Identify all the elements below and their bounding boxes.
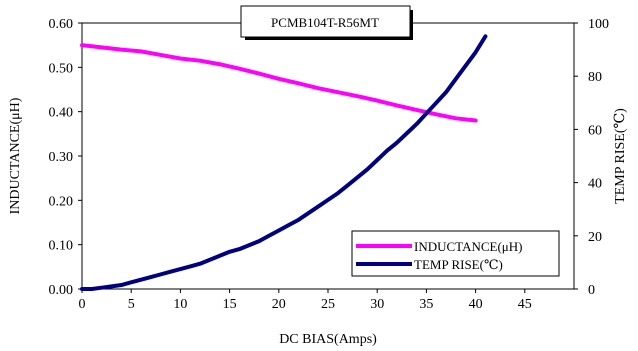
chart-title: PCMB104T-R56MT	[271, 15, 379, 30]
y2-axis-title: TEMP RISE(℃)	[613, 108, 628, 204]
y-tick-label: 0.60	[49, 17, 74, 32]
x-axis-title: DC BIAS(Amps)	[279, 332, 377, 347]
y-tick-label: 0.00	[49, 283, 74, 298]
y2-axis-ticks: 0 20 40 60 80 100	[574, 17, 609, 298]
x-tick-label: 45	[518, 297, 532, 312]
chart-title-shadow	[410, 10, 413, 40]
legend-box	[351, 230, 560, 277]
x-axis-ticks: 0 5 10 15 20 25 30 35 40 45	[79, 289, 532, 312]
x-tick-label: 35	[419, 297, 433, 312]
legend-label-temp-rise: TEMP RISE(℃)	[414, 257, 503, 272]
y-tick-label: 0.50	[49, 61, 74, 76]
y-axis-ticks: 0.00 0.10 0.20 0.30 0.40 0.50 0.60	[49, 17, 82, 298]
x-tick-label: 10	[173, 297, 187, 312]
y2-tick-label: 40	[588, 177, 602, 192]
y2-tick-label: 80	[588, 70, 602, 85]
y2-tick-label: 100	[588, 17, 609, 32]
series-lines	[80, 34, 488, 291]
x-tick-label: 5	[128, 297, 135, 312]
x-tick-label: 15	[223, 297, 237, 312]
legend: INDUCTANCE(μH) TEMP RISE(℃)	[351, 230, 560, 277]
x-tick-label: 0	[79, 297, 86, 312]
y2-tick-label: 0	[588, 283, 595, 298]
x-tick-label: 40	[469, 297, 483, 312]
y-tick-label: 0.40	[49, 106, 74, 121]
y-tick-label: 0.30	[49, 150, 74, 165]
y2-tick-label: 20	[588, 230, 602, 245]
inductance-line	[80, 43, 478, 123]
y2-tick-label: 60	[588, 123, 602, 138]
chart-title-shadow-bottom	[245, 37, 413, 40]
temp-rise-line	[80, 34, 488, 291]
chart-title-box: PCMB104T-R56MT	[240, 5, 413, 40]
x-tick-label: 25	[321, 297, 335, 312]
y-tick-label: 0.20	[49, 194, 74, 209]
y-tick-label: 0.10	[49, 239, 74, 254]
legend-label-inductance: INDUCTANCE(μH)	[414, 239, 522, 254]
y-axis-title: INDUCTANCE(μH)	[8, 97, 23, 214]
x-tick-label: 30	[370, 297, 384, 312]
x-tick-label: 20	[272, 297, 286, 312]
